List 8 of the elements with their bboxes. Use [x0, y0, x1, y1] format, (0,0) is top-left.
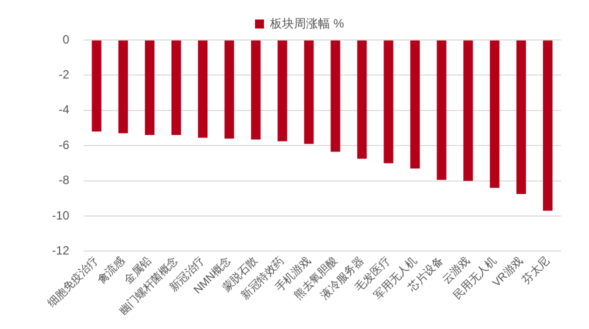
- y-tick-label: -6: [58, 138, 70, 152]
- y-tick-label: -4: [58, 102, 70, 117]
- y-tick-label: 0: [62, 32, 70, 46]
- y-tick-label: -10: [52, 208, 70, 222]
- y-tick-label: -12: [52, 244, 70, 258]
- y-tick-label: -2: [58, 68, 70, 82]
- legend-label: 板块周涨幅 %: [269, 16, 344, 30]
- y-tick-label: -8: [58, 173, 70, 188]
